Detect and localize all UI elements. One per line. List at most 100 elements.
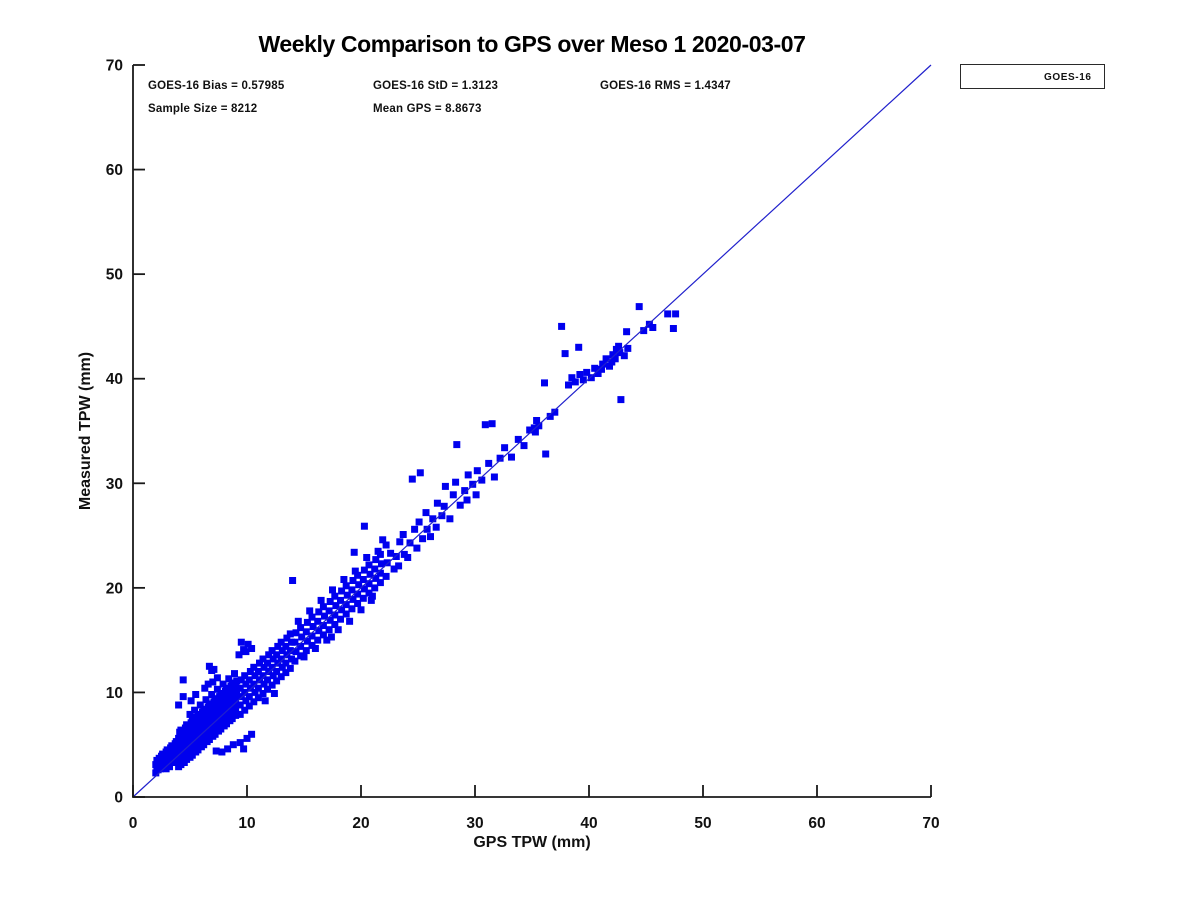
scatter-point [449,491,457,499]
scatter-point [531,428,539,436]
scatter-point [210,665,218,673]
x-tick-label: 60 [808,815,825,832]
scatter-point [599,360,607,368]
scatter-point [331,611,339,619]
scatter-point [232,683,240,691]
scatter-point [546,412,554,420]
scatter-point [270,690,278,697]
scatter-point [294,617,302,625]
scatter-point [264,659,271,667]
scatter-point [269,672,277,680]
scatter-point [669,325,677,332]
scatter-point [326,598,334,605]
stat-sample-size: Sample Size = 8212 [148,103,258,115]
scatter-point [360,522,368,530]
scatter-point [317,596,325,604]
scatter-point [368,592,376,600]
scatter-point [241,688,249,696]
scatter-point [269,655,277,663]
scatter-point [231,670,238,678]
scatter-point [355,581,363,589]
scatter-point [342,582,350,590]
scatter-point [260,663,268,671]
scatter-point [376,579,384,587]
scatter-point [481,421,489,429]
scatter-point [331,592,339,600]
scatter-point [228,679,236,687]
x-tick-label: 10 [238,815,255,832]
scatter-point [640,327,648,335]
scatter-point [274,659,282,667]
scatter-point [175,701,183,709]
scatter-point [194,710,202,718]
scatter-point [259,655,267,663]
scatter-point [223,684,230,692]
scatter-point [649,324,657,331]
scatter-point [329,586,336,594]
scatter-point [485,459,493,467]
scatter-point [219,680,227,688]
scatter-point [236,739,244,747]
scatter-point [429,515,437,523]
chart-title: Weekly Comparison to GPS over Meso 1 202… [258,31,806,57]
legend: GOES-16 [960,64,1105,89]
scatter-point [349,577,357,584]
stat-bias: GOES-16 Bias = 0.57985 [148,80,285,92]
scatter-point [277,638,285,646]
scatter-point [241,672,249,680]
scatter-point [297,624,305,632]
scatter-point [297,642,305,650]
x-tick-label: 0 [129,815,138,832]
scatter-point [571,378,579,386]
scatter-point [446,515,454,523]
scatter-point [338,587,346,595]
scatter-point [191,706,199,714]
scatter-point [229,741,237,749]
scatter-point [250,663,258,671]
scatter-point [250,698,258,706]
scatter-point [440,502,448,510]
scatter-point [327,633,335,641]
scatter-point [587,374,595,382]
scatter-point [259,672,267,680]
scatter-point [508,453,515,461]
scatter-point [302,647,310,655]
scatter-point [205,700,213,708]
y-tick-label: 60 [106,162,123,179]
scatter-point [289,577,297,584]
scatter-point [254,668,262,675]
scatter-point [408,475,416,483]
scatter-point [338,606,346,614]
scatter-point [411,525,419,533]
scatter-point [490,473,498,481]
scatter-point [213,685,221,693]
scatter-point [635,303,643,311]
scatter-point [242,680,250,688]
scatter-point [611,355,619,363]
scatter-point [298,633,306,641]
scatter-point [245,676,253,684]
scatter-point [354,571,362,579]
scatter-point [452,478,460,486]
scatter-point [422,509,430,517]
scatter-point [315,608,323,616]
scatter-point [248,730,256,738]
scatter-point [162,765,170,773]
scatter-point [232,695,240,703]
scatter-point [251,672,259,680]
x-tick-label: 30 [466,815,483,832]
y-tick-label: 10 [106,685,123,702]
scatter-point [314,617,322,625]
scatter-point [583,368,591,376]
scatter-point [303,637,311,645]
scatter-point [561,350,569,358]
scatter-point [200,705,208,713]
scatter-point [259,690,267,697]
y-tick-label: 50 [106,267,123,284]
scatter-point [461,487,469,495]
scatter-point [282,659,290,667]
scatter-point [617,396,625,404]
scatter-point [250,680,258,688]
scatter-point [319,631,327,639]
